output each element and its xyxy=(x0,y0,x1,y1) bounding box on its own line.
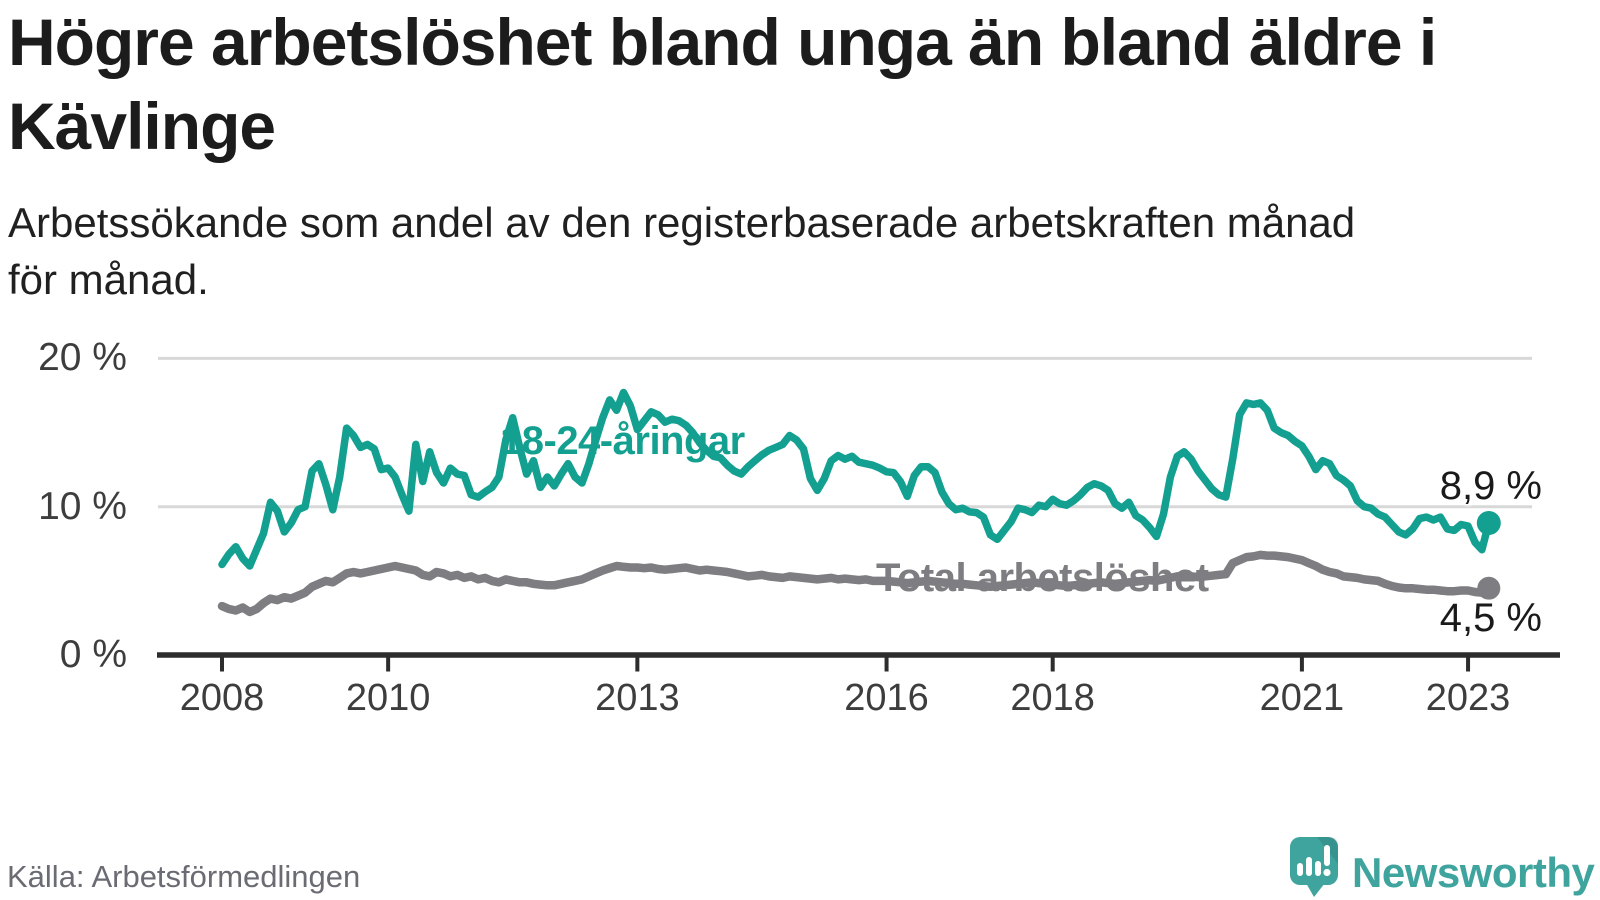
x-tick-label-2008: 2008 xyxy=(179,677,265,719)
subtitle-line-2: för månad. xyxy=(8,256,209,303)
x-tick-label-2021: 2021 xyxy=(1259,677,1345,719)
series-line-total xyxy=(217,550,1494,617)
x-tick-label-2013: 2013 xyxy=(595,677,680,719)
x-tick-label-2016: 2016 xyxy=(844,677,929,719)
x-tick-label-2010: 2010 xyxy=(345,677,431,719)
end-value-label-18-24: 8,9 % xyxy=(1439,464,1542,508)
series-label-18-24: 18-24-åringar xyxy=(500,419,745,463)
y-tick-label-0: 0 % xyxy=(59,633,127,676)
brand-name: Newsworthy xyxy=(1352,849,1595,896)
series-line-18-24 xyxy=(218,388,1493,570)
end-dot-18-24 xyxy=(1476,511,1501,535)
x-tick-label-2023: 2023 xyxy=(1425,677,1511,719)
source-credit: Källa: Arbetsförmedlingen xyxy=(7,859,361,894)
data-series-lines xyxy=(217,388,1501,617)
chart-subtitle: Arbetssökande som andel av den registerb… xyxy=(8,194,1355,308)
y-tick-label-20: 20 % xyxy=(38,336,127,379)
title-line-2: Kävlinge xyxy=(8,89,276,163)
page-title: Högre arbetslöshet bland unga än bland ä… xyxy=(8,0,1437,168)
end-dot-total xyxy=(1477,576,1501,600)
subtitle-line-1: Arbetssökande som andel av den registerb… xyxy=(8,199,1356,246)
x-axis-ticks xyxy=(220,655,1471,672)
series-label-total: Total arbetslöshet xyxy=(876,556,1209,600)
gridlines xyxy=(158,356,1532,509)
newsworthy-logo-icon xyxy=(1290,837,1338,897)
y-tick-label-10: 10 % xyxy=(38,485,127,528)
end-value-label-total: 4,5 % xyxy=(1439,596,1542,640)
x-tick-label-2018: 2018 xyxy=(1010,677,1095,719)
title-line-1: Högre arbetslöshet bland unga än bland ä… xyxy=(8,5,1437,79)
